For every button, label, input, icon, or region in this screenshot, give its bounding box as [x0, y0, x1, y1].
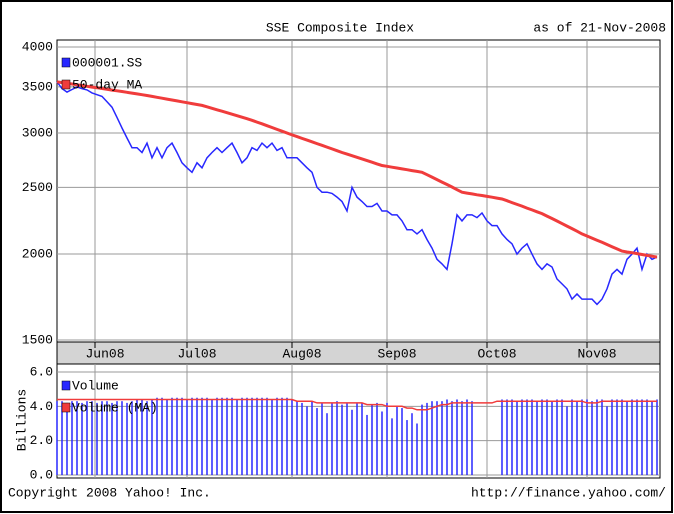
- x-tick-label: Nov08: [577, 346, 616, 361]
- x-tick-label: Sep08: [377, 346, 416, 361]
- y-tick-label: 2000: [22, 246, 53, 261]
- y-tick-label: 6.0: [30, 364, 53, 379]
- y-tick-label: 4.0: [30, 399, 53, 414]
- y-tick-label: 1500: [22, 332, 53, 347]
- legend-label: 50-day MA: [72, 77, 142, 92]
- x-tick-label: Jul08: [177, 346, 216, 361]
- series-line: [56, 81, 658, 306]
- x-tick-label: Aug08: [282, 346, 321, 361]
- copyright: Copyright 2008 Yahoo! Inc.: [8, 485, 211, 500]
- legend-swatch: [61, 79, 71, 90]
- series-line: [57, 398, 657, 411]
- x-tick-label: Oct08: [477, 346, 516, 361]
- series-line: [56, 80, 658, 259]
- legend-swatch: [61, 57, 71, 68]
- legend-label: Volume: [72, 378, 119, 393]
- legend-swatch: [61, 402, 71, 413]
- y-tick-label: 3500: [22, 79, 53, 94]
- chart-title: SSE Composite Index: [266, 20, 414, 35]
- legend-label: 000001.SS: [72, 55, 142, 70]
- source-url: http://finance.yahoo.com/: [471, 485, 666, 500]
- legend-label: Volume (MA): [72, 400, 158, 415]
- y-tick-label: 3000: [22, 125, 53, 140]
- legend-swatch: [61, 380, 71, 391]
- date-band: [56, 341, 661, 365]
- y-tick-label: 2.0: [30, 433, 53, 448]
- y-tick-label: 2500: [22, 180, 53, 195]
- chart-subtitle: as of 21-Nov-2008: [533, 20, 666, 35]
- plot-area: [56, 39, 661, 343]
- y-tick-label: 4000: [22, 39, 53, 54]
- x-tick-label: Jun08: [85, 346, 124, 361]
- y-tick-label: 0.0: [30, 467, 53, 482]
- y-axis-label: Billions: [14, 389, 29, 451]
